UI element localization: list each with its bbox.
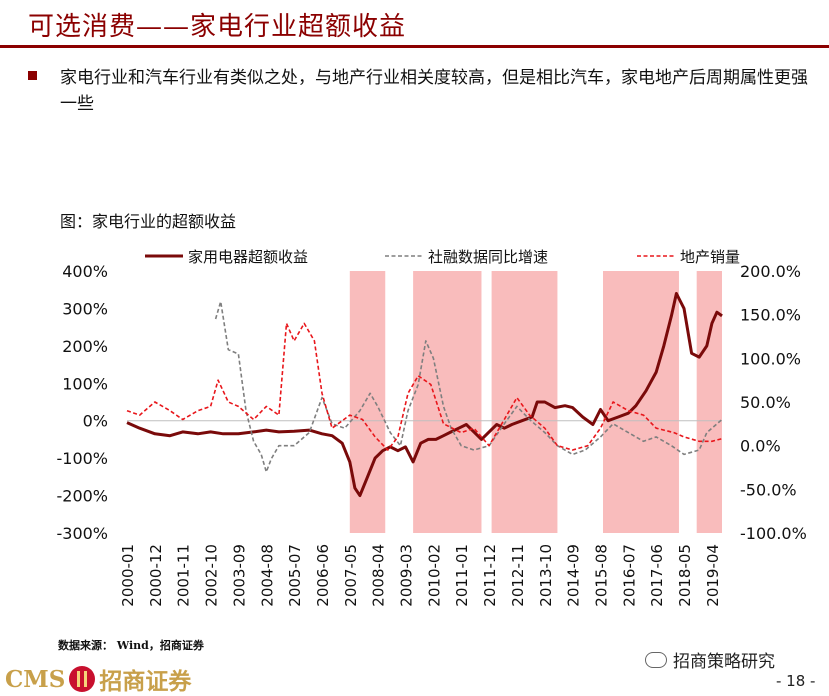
logo-text-right: 招商证券 [99,668,192,695]
x-tick-label: 2014-09 [565,544,583,607]
shaded-period [603,271,679,533]
data-source: 数据来源： Wind，招商证券 [58,639,204,652]
left-tick-label: 400% [62,262,108,281]
x-tick-label: 2011-01 [453,544,471,607]
left-tick-label: 300% [62,299,108,318]
left-tick-label: -300% [56,524,108,543]
x-tick-label: 2000-01 [119,544,137,607]
x-tick-label: 2019-04 [704,544,722,607]
x-tick-label: 2018-05 [676,544,694,607]
x-tick-label: 2006-06 [314,544,332,607]
square-bullet-icon [28,71,37,80]
wechat-account: 招商策略研究 [645,647,775,672]
x-tick-label: 2000-12 [147,544,165,607]
page-title: 可选消费——家电行业超额收益 [28,12,407,42]
cms-logo: CMS 招商证券 [5,662,191,696]
x-tick-label: 2016-07 [620,544,638,607]
x-tick-label: 2009-03 [398,544,416,607]
left-tick-label: 0% [83,412,108,431]
left-tick-label: -200% [56,487,108,506]
legend-label: 家用电器超额收益 [188,248,308,266]
cms-badge-icon [69,666,96,692]
x-tick-label: 2012-11 [509,544,527,607]
title-divider [0,45,829,48]
x-tick-label: 2007-05 [342,544,360,607]
right-tick-label: 200.0% [740,262,801,281]
series-line [214,300,723,473]
x-tick-label: 2013-10 [537,544,555,607]
legend-label: 地产销量 [680,248,740,266]
x-tick-label: 2017-06 [648,544,666,607]
shaded-period [413,271,482,533]
x-tick-label: 2004-08 [258,544,276,607]
x-tick-label: 2008-04 [370,544,388,607]
x-tick-label: 2002-10 [203,544,221,607]
right-tick-label: 0.0% [740,437,781,456]
bullet-text: 家电行业和汽车行业有类似之处，与地产行业相关度较高，但是相比汽车，家电地产后周期… [60,68,808,114]
legend-label: 社融数据同比增速 [428,248,548,266]
right-tick-label: 150.0% [740,306,801,325]
x-tick-label: 2015-08 [592,544,610,607]
wechat-name: 招商策略研究 [673,652,775,672]
x-tick-label: 2001-11 [175,544,193,607]
right-tick-label: -50.0% [740,480,797,499]
left-tick-label: 100% [62,374,108,393]
page-number: - 18 - [776,672,816,690]
series-line [126,322,723,451]
shaded-period [349,271,386,533]
right-tick-label: -100.0% [740,524,807,543]
x-tick-label: 2005-07 [286,544,304,607]
series-line [126,292,723,498]
wechat-icon [645,651,667,668]
right-tick-label: 50.0% [740,393,791,412]
logo-text-left: CMS [5,665,66,693]
x-tick-label: 2003-09 [230,544,248,607]
bullet-point: 家电行业和汽车行业有类似之处，与地产行业相关度较高，但是相比汽车，家电地产后周期… [28,65,823,117]
right-tick-label: 100.0% [740,349,801,368]
chart-title: 图：家电行业的超额收益 [60,212,237,231]
shaded-period [696,271,722,533]
left-tick-label: -100% [56,449,108,468]
left-tick-label: 200% [62,337,108,356]
x-tick-label: 2011-12 [481,544,499,607]
x-tick-label: 2010-02 [425,544,443,607]
